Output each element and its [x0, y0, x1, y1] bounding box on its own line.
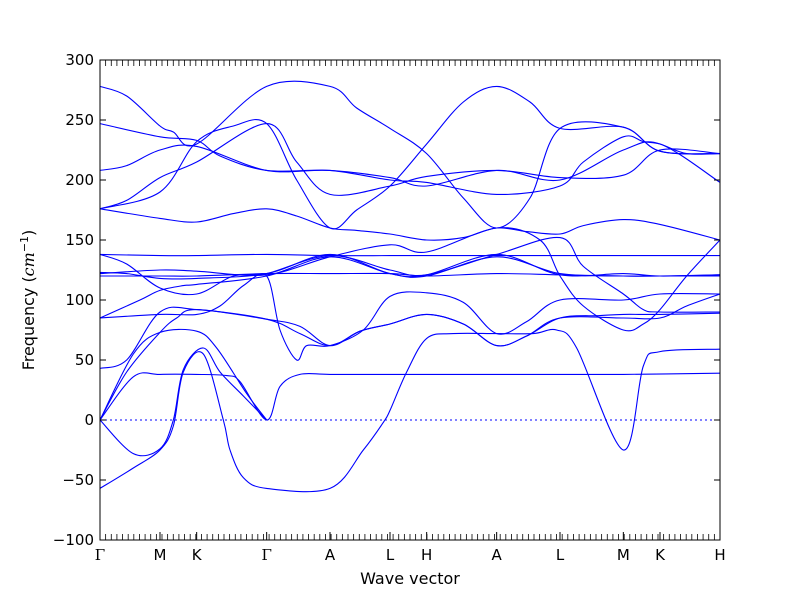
band-line-17	[99, 123, 721, 187]
band-line-4	[99, 328, 268, 421]
band-line-14	[99, 208, 721, 241]
band-line-11	[99, 253, 721, 280]
y-axis-title-text: Frequency (	[19, 276, 38, 370]
band-line-2	[99, 328, 721, 493]
band-line-6	[99, 293, 721, 369]
y-tick-label: 250	[65, 111, 94, 129]
y-axis-title-exp: −1	[18, 236, 31, 252]
y-axis-title: Frequency (cm−1)	[18, 230, 38, 371]
x-axis-title: Wave vector	[360, 569, 460, 588]
x-tick-label: K	[655, 546, 666, 564]
band-line-10	[99, 227, 721, 332]
x-tick-label: H	[421, 546, 432, 564]
y-tick-label: 0	[84, 411, 94, 429]
x-tick-label: A	[325, 546, 336, 564]
x-tick-label: L	[386, 546, 395, 564]
x-tick-label: M	[617, 546, 630, 564]
y-tick-label: −50	[62, 471, 94, 489]
band-line-3	[99, 372, 721, 421]
band-line-19	[99, 85, 721, 230]
y-tick-label: 300	[65, 51, 94, 69]
y-tick-label: 150	[65, 231, 94, 249]
x-tick-label: K	[192, 546, 203, 564]
x-tick-label: M	[154, 546, 167, 564]
x-tick-label: A	[492, 546, 503, 564]
y-tick-label: 200	[65, 171, 94, 189]
band-line-12	[99, 253, 720, 257]
y-ticks-group: −100 −50 0 50 100 150 200 250 300	[53, 51, 720, 549]
y-tick-label: 50	[75, 351, 94, 369]
band-line-1	[99, 347, 268, 457]
x-tick-label: L	[556, 546, 565, 564]
x-tick-label: Γ	[95, 546, 105, 564]
band-line-7	[99, 273, 721, 361]
x-tick-label: H	[714, 546, 725, 564]
y-axis-title-close: )	[19, 230, 38, 236]
y-axis-title-unit: cm	[19, 252, 38, 276]
band-line-15	[99, 123, 721, 210]
band-series-group	[99, 80, 721, 493]
x-tick-label: Γ	[261, 546, 271, 564]
plot-frame	[99, 59, 721, 541]
band-line-18	[99, 80, 721, 229]
y-tick-label: 100	[65, 291, 94, 309]
y-tick-label: −100	[53, 531, 94, 549]
band-line-13	[99, 236, 721, 313]
